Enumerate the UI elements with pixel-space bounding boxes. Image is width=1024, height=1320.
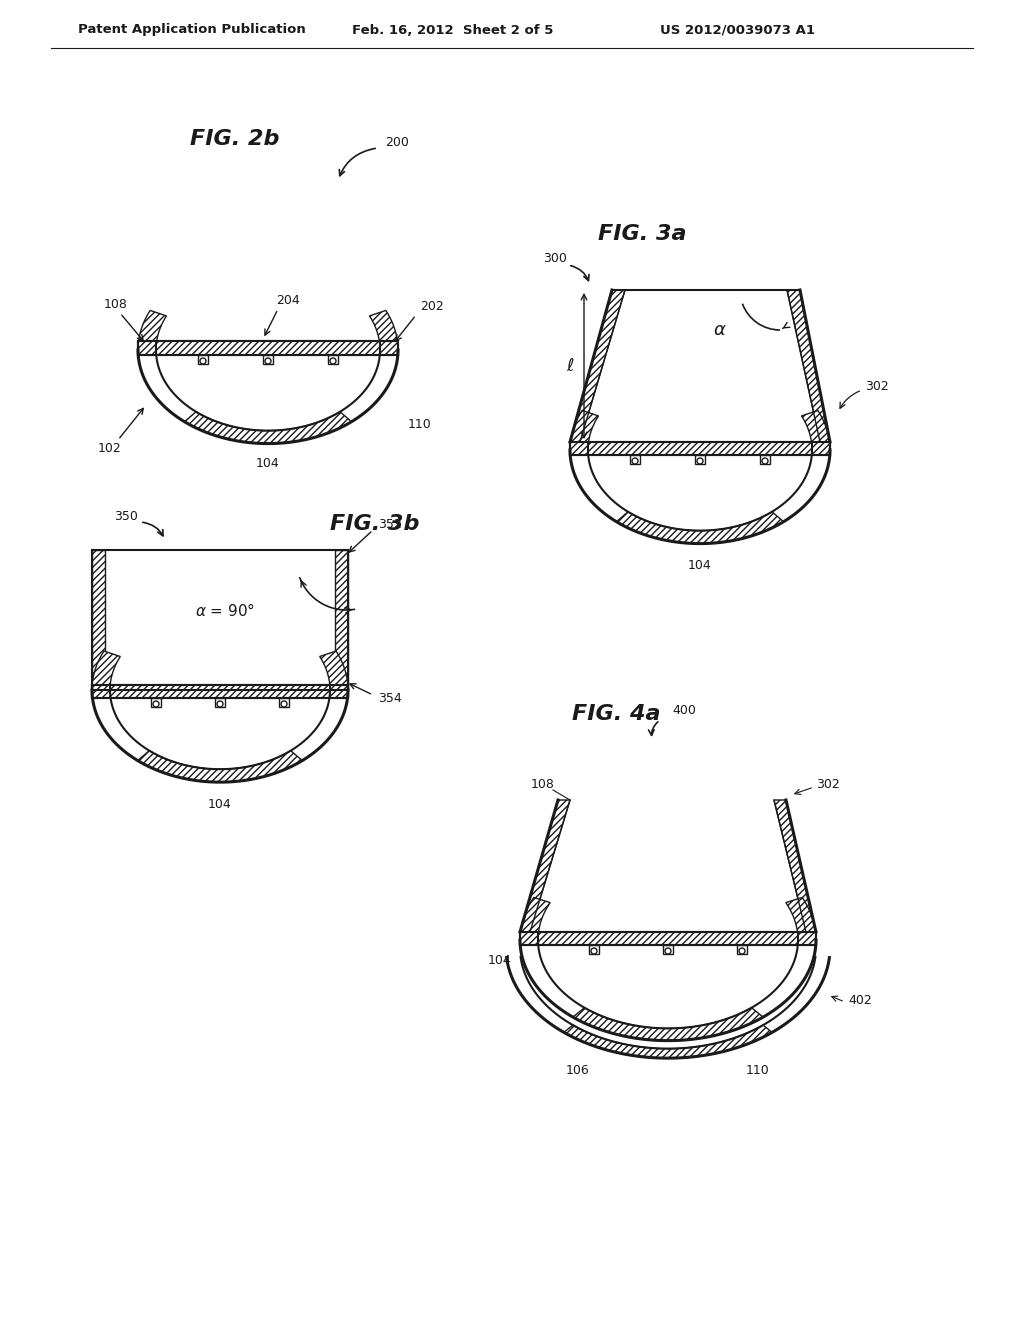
Text: 204: 204 <box>276 294 300 308</box>
Polygon shape <box>370 310 398 350</box>
Text: Patent Application Publication: Patent Application Publication <box>78 24 306 37</box>
Text: 300: 300 <box>543 252 567 264</box>
Polygon shape <box>616 512 783 544</box>
Bar <box>630 455 640 465</box>
Bar <box>92 550 105 690</box>
Bar <box>263 355 273 364</box>
Bar <box>663 945 673 954</box>
Text: 200: 200 <box>385 136 409 149</box>
Text: 350: 350 <box>114 510 138 523</box>
Polygon shape <box>570 411 598 450</box>
Polygon shape <box>184 412 351 444</box>
Polygon shape <box>785 898 816 940</box>
Text: 108: 108 <box>531 779 555 792</box>
Text: 104: 104 <box>256 457 280 470</box>
Bar <box>570 442 830 455</box>
Text: 402: 402 <box>848 994 871 1006</box>
Bar <box>328 355 338 364</box>
Bar <box>279 698 289 708</box>
Text: 302: 302 <box>816 779 840 792</box>
Circle shape <box>200 358 206 364</box>
Polygon shape <box>319 651 348 690</box>
Polygon shape <box>774 800 816 932</box>
Circle shape <box>265 358 271 364</box>
Bar <box>138 341 398 355</box>
Bar <box>92 685 348 698</box>
Circle shape <box>665 948 671 954</box>
Text: 110: 110 <box>408 418 432 432</box>
Bar <box>520 932 816 945</box>
Polygon shape <box>564 1026 772 1059</box>
Circle shape <box>697 458 703 465</box>
Text: 302: 302 <box>865 380 889 393</box>
Bar <box>695 455 705 465</box>
Text: 400: 400 <box>672 704 696 717</box>
Text: $\ell$: $\ell$ <box>565 356 574 375</box>
Polygon shape <box>787 290 830 442</box>
Polygon shape <box>520 898 550 940</box>
Polygon shape <box>572 1007 763 1040</box>
Text: FIG. 2b: FIG. 2b <box>190 129 280 149</box>
Polygon shape <box>520 800 570 932</box>
Bar <box>198 355 208 364</box>
Polygon shape <box>138 310 167 350</box>
Circle shape <box>217 701 223 708</box>
Text: 110: 110 <box>746 1064 770 1077</box>
Circle shape <box>153 701 159 708</box>
Bar <box>215 698 225 708</box>
Text: Feb. 16, 2012  Sheet 2 of 5: Feb. 16, 2012 Sheet 2 of 5 <box>352 24 553 37</box>
Circle shape <box>632 458 638 465</box>
Text: 106: 106 <box>566 1064 590 1077</box>
Text: US 2012/0039073 A1: US 2012/0039073 A1 <box>660 24 815 37</box>
Text: 352: 352 <box>378 517 401 531</box>
Circle shape <box>281 701 287 708</box>
Text: 104: 104 <box>688 560 712 572</box>
Polygon shape <box>802 411 830 450</box>
Text: 108: 108 <box>104 298 128 312</box>
Polygon shape <box>92 651 120 690</box>
Polygon shape <box>137 751 302 783</box>
Circle shape <box>591 948 597 954</box>
Text: 202: 202 <box>420 301 443 314</box>
Circle shape <box>739 948 745 954</box>
Text: $\alpha$ = 90°: $\alpha$ = 90° <box>195 602 255 619</box>
Bar <box>760 455 770 465</box>
Text: FIG. 4a: FIG. 4a <box>572 704 660 723</box>
Text: 102: 102 <box>98 441 122 454</box>
Bar <box>589 945 599 954</box>
Bar <box>335 550 348 690</box>
Circle shape <box>762 458 768 465</box>
Polygon shape <box>570 290 625 442</box>
Text: 104: 104 <box>488 953 512 966</box>
Bar <box>151 698 161 708</box>
Text: $\alpha$: $\alpha$ <box>713 321 727 339</box>
Text: FIG. 3b: FIG. 3b <box>330 513 420 535</box>
Circle shape <box>330 358 336 364</box>
Text: 354: 354 <box>378 692 401 705</box>
Bar <box>737 945 746 954</box>
Text: 104: 104 <box>208 797 231 810</box>
Text: FIG. 3a: FIG. 3a <box>598 224 686 244</box>
